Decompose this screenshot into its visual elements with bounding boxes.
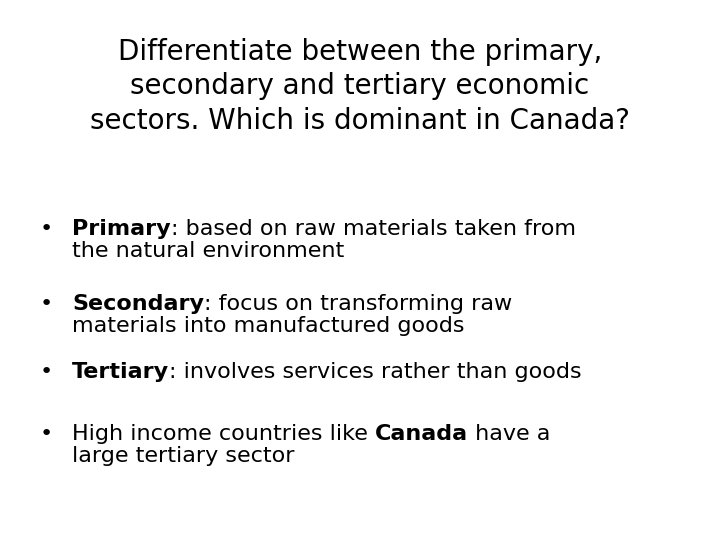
Text: •: •	[40, 219, 53, 239]
Text: •: •	[40, 362, 53, 382]
Text: Primary: Primary	[72, 219, 171, 239]
Text: Ag: Ag	[72, 424, 102, 444]
Text: have a: have a	[468, 424, 551, 444]
Text: large tertiary sector: large tertiary sector	[72, 446, 294, 466]
Text: Tertiary: Tertiary	[72, 362, 169, 382]
Text: : focus on transforming raw: : focus on transforming raw	[204, 294, 512, 314]
Text: High income countries like: High income countries like	[72, 424, 375, 444]
Text: Differentiate between the primary,
secondary and tertiary economic
sectors. Whic: Differentiate between the primary, secon…	[90, 38, 630, 135]
Text: Tertiary: Tertiary	[72, 362, 169, 382]
Text: Secondary: Secondary	[72, 294, 204, 314]
Text: •: •	[40, 424, 53, 444]
Text: Secondary: Secondary	[72, 294, 204, 314]
Text: •: •	[40, 294, 53, 314]
Text: Canada: Canada	[375, 424, 468, 444]
Text: : based on raw materials taken from: : based on raw materials taken from	[171, 219, 575, 239]
Text: the natural environment: the natural environment	[72, 241, 344, 261]
Text: materials into manufactured goods: materials into manufactured goods	[72, 316, 464, 336]
Text: Primary: Primary	[72, 219, 171, 239]
Text: : involves services rather than goods: : involves services rather than goods	[169, 362, 582, 382]
